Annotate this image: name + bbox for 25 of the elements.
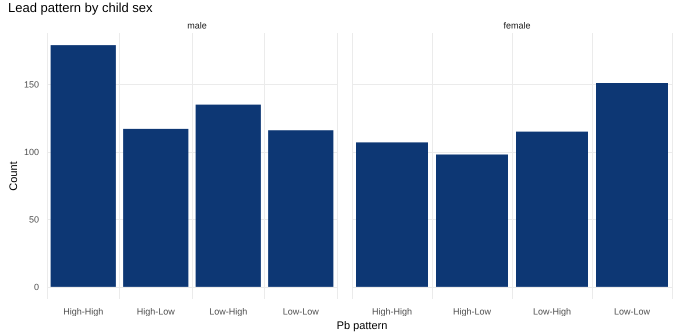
chart-title: Lead pattern by child sex: [8, 0, 153, 15]
y-tick-label: 50: [28, 214, 39, 224]
x-tick-label: Low-High: [532, 306, 572, 316]
bar: [123, 128, 188, 287]
bar: [516, 132, 588, 287]
y-tick-label: 0: [34, 282, 39, 292]
y-tick-label: 100: [24, 146, 39, 157]
bar: [50, 45, 116, 287]
bar: [436, 154, 508, 287]
x-tick-label: High-High: [372, 306, 412, 316]
x-tick-label: High-High: [63, 306, 104, 316]
y-tick-label: 150: [24, 79, 39, 90]
bar: [268, 130, 334, 287]
y-axis-title: Count: [8, 160, 20, 193]
x-tick-label: Low-Low: [614, 306, 650, 316]
bar: [356, 142, 428, 287]
chart-subtitle: female: [503, 20, 531, 30]
x-tick-label: Low-High: [209, 306, 248, 316]
chart-subtitle: male: [187, 20, 207, 30]
x-tick-label: High-Low: [452, 306, 492, 316]
x-tick-label: Low-Low: [282, 306, 320, 316]
bar: [196, 104, 261, 287]
x-axis-title: Pb pattern: [336, 320, 388, 332]
bar: [596, 82, 668, 287]
x-tick-label: High-Low: [136, 306, 176, 316]
